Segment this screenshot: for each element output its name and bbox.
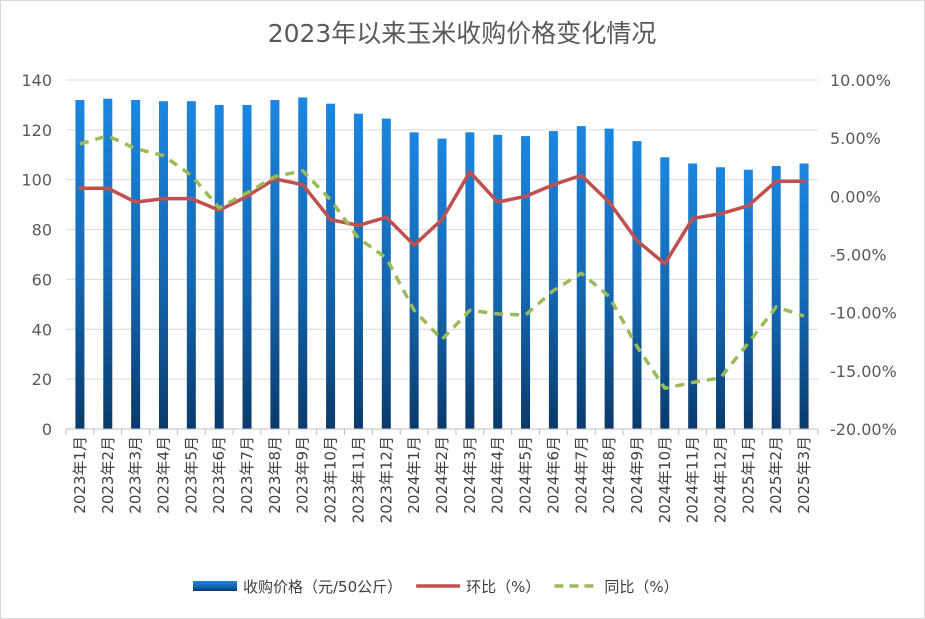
price-bar	[353, 113, 363, 430]
x-tick-label: 2023年9月	[294, 436, 312, 514]
yoy-line	[79, 134, 805, 391]
x-tick-label: 2023年3月	[127, 436, 145, 514]
legend-label: 同比（%）	[604, 578, 678, 596]
price-bar	[409, 132, 419, 429]
price-bar	[214, 104, 224, 429]
x-tick-label: 2023年11月	[349, 436, 367, 523]
x-tick-label: 2024年10月	[656, 436, 674, 523]
price-bar	[465, 132, 475, 429]
y-left-tick-label: 60	[32, 270, 52, 289]
x-tick-label: 2024年2月	[433, 436, 451, 514]
price-bar	[103, 98, 113, 430]
x-tick-label: 2023年7月	[238, 436, 256, 514]
y-right-tick-label: 5.00%	[830, 129, 881, 148]
price-bar	[716, 167, 726, 429]
x-tick-label: 2023年1月	[71, 436, 89, 514]
x-tick-label: 2023年8月	[266, 436, 284, 514]
x-tick-label: 2025年1月	[739, 436, 757, 514]
price-bar	[771, 166, 781, 429]
price-bar	[632, 141, 642, 429]
price-bar	[186, 101, 196, 430]
y-right-tick-label: -10.00%	[830, 304, 897, 323]
price-bar	[158, 101, 168, 430]
price-bar	[576, 126, 586, 429]
legend-label: 环比（%）	[466, 578, 540, 596]
x-tick-label: 2023年4月	[154, 436, 172, 514]
x-tick-label: 2023年2月	[99, 436, 117, 514]
price-bar	[298, 97, 308, 429]
x-tick-label: 2024年5月	[517, 436, 535, 514]
y-right-tick-label: 10.00%	[830, 71, 891, 90]
price-bar	[75, 99, 85, 429]
price-bar	[548, 131, 558, 429]
price-bar	[437, 138, 447, 429]
price-bar	[604, 128, 614, 429]
y-left-tick-label: 140	[21, 71, 52, 90]
price-bar	[660, 157, 670, 429]
x-tick-label: 2024年1月	[405, 436, 423, 514]
y-right-tick-label: -20.00%	[830, 420, 897, 439]
x-tick-label: 2024年11月	[684, 436, 702, 523]
y-right-tick-label: -5.00%	[830, 246, 887, 265]
y-right-tick-label: 0.00%	[830, 187, 881, 206]
x-tick-label: 2024年7月	[572, 436, 590, 514]
mom-line	[78, 170, 806, 266]
price-bar	[131, 99, 141, 429]
bar-series	[75, 97, 809, 430]
x-tick-label: 2023年10月	[322, 436, 340, 523]
x-tick-label: 2023年12月	[377, 436, 395, 523]
y-left-tick-label: 100	[21, 171, 52, 190]
price-bar	[270, 99, 280, 429]
x-tick-label: 2023年6月	[210, 436, 228, 514]
price-bar	[799, 163, 809, 429]
line-series	[78, 134, 806, 391]
x-tick-label: 2024年12月	[712, 436, 730, 523]
x-tick-label: 2024年6月	[544, 436, 562, 514]
price-bar	[381, 118, 391, 429]
axes: 0 20 40 60 80 100 120 140 -20.00% -15.00% -10.00% -…	[21, 71, 896, 523]
y-left-tick-label: 80	[32, 221, 52, 240]
x-tick-label: 2025年3月	[795, 436, 813, 514]
x-tick-label: 2023年5月	[182, 436, 200, 514]
y-right-tick-label: -15.00%	[830, 362, 897, 381]
x-tick-label: 2024年3月	[461, 436, 479, 514]
legend-label: 收购价格（元/50公斤）	[243, 578, 402, 596]
price-bar	[493, 134, 503, 430]
price-bar	[743, 169, 753, 429]
legend: 收购价格（元/50公斤） 环比（%） 同比（%）	[193, 578, 679, 596]
y-left-tick-label: 120	[21, 121, 52, 140]
price-bar	[326, 103, 336, 430]
x-tick-label: 2024年8月	[600, 436, 618, 514]
chart-title: 2023年以来玉米收购价格变化情况	[268, 19, 657, 48]
x-tick-label: 2025年2月	[767, 436, 785, 514]
y-left-tick-label: 40	[32, 320, 52, 339]
y-left-tick-label: 20	[32, 370, 52, 389]
x-tick-label: 2024年4月	[489, 436, 507, 514]
legend-swatch-bar	[193, 581, 237, 591]
y-left-tick-label: 0	[42, 420, 52, 439]
price-bar	[521, 136, 531, 429]
price-bar	[688, 163, 698, 429]
x-tick-label: 2024年9月	[628, 436, 646, 514]
price-bar	[242, 104, 252, 429]
